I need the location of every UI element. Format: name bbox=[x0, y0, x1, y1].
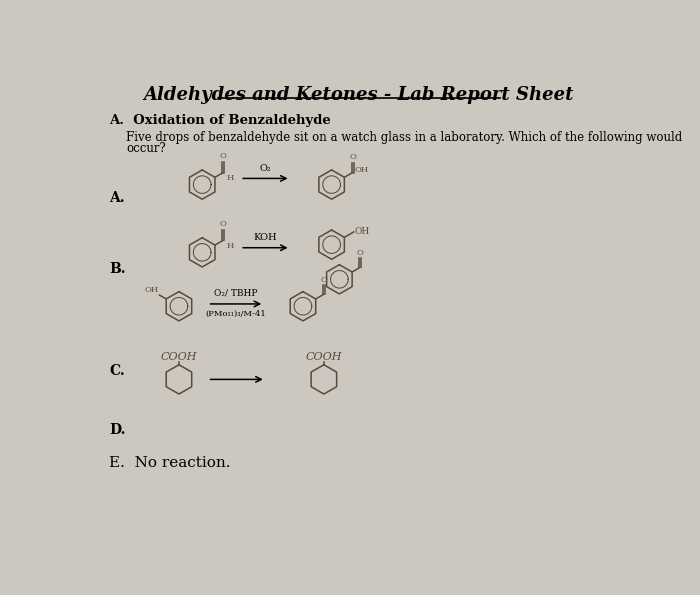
Text: D.: D. bbox=[109, 423, 126, 437]
Text: O: O bbox=[357, 249, 364, 256]
Text: E.  No reaction.: E. No reaction. bbox=[109, 456, 231, 471]
Text: (PMo₁₁)₃/M-41: (PMo₁₁)₃/M-41 bbox=[205, 310, 266, 318]
Text: O: O bbox=[220, 220, 227, 228]
Text: O: O bbox=[349, 153, 356, 161]
Text: COOH: COOH bbox=[161, 352, 197, 362]
Text: Five drops of benzaldehyde sit on a watch glass in a laboratory. Which of the fo: Five drops of benzaldehyde sit on a watc… bbox=[126, 131, 682, 145]
Text: A.  Oxidation of Benzaldehyde: A. Oxidation of Benzaldehyde bbox=[109, 114, 331, 127]
Text: H: H bbox=[226, 174, 234, 182]
Text: KOH: KOH bbox=[253, 233, 276, 242]
Text: COOH: COOH bbox=[306, 352, 342, 362]
Text: Aldehydes and Ketones - Lab Report Sheet: Aldehydes and Ketones - Lab Report Sheet bbox=[144, 86, 574, 104]
Text: occur?: occur? bbox=[126, 142, 166, 155]
Text: O: O bbox=[321, 275, 328, 284]
Text: A.: A. bbox=[109, 191, 125, 205]
Text: O: O bbox=[220, 152, 227, 160]
Text: C.: C. bbox=[109, 364, 125, 378]
Text: O₂/ TBHP: O₂/ TBHP bbox=[214, 289, 258, 298]
Text: B.: B. bbox=[109, 262, 126, 275]
Text: O₂: O₂ bbox=[259, 164, 271, 173]
Text: H: H bbox=[226, 242, 234, 250]
Text: OH: OH bbox=[355, 165, 369, 174]
Text: OH: OH bbox=[144, 286, 159, 295]
Text: OH: OH bbox=[354, 227, 370, 236]
